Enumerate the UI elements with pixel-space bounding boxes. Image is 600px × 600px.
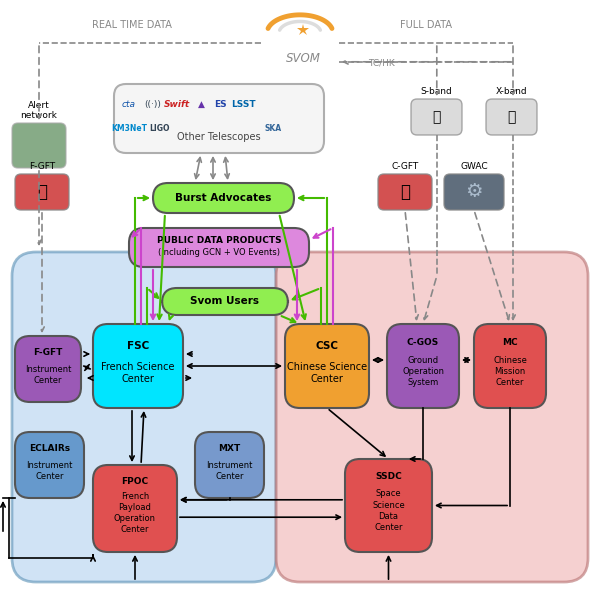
Text: PUBLIC DATA PRODUCTS: PUBLIC DATA PRODUCTS (157, 236, 281, 245)
Text: SSDC: SSDC (375, 472, 402, 481)
FancyBboxPatch shape (153, 183, 294, 213)
Text: MC: MC (502, 338, 518, 347)
Text: Burst Advocates: Burst Advocates (175, 193, 272, 203)
Text: 📡: 📡 (433, 110, 440, 124)
Text: REAL TIME DATA: REAL TIME DATA (92, 20, 172, 30)
Text: cta: cta (122, 100, 136, 109)
FancyBboxPatch shape (411, 99, 462, 135)
FancyBboxPatch shape (114, 84, 324, 153)
Text: S-band: S-band (421, 87, 452, 96)
Text: Space
Science
Data
Center: Space Science Data Center (372, 490, 405, 532)
FancyBboxPatch shape (474, 324, 546, 408)
Text: Chinese
Mission
Center: Chinese Mission Center (493, 356, 527, 387)
Text: 📡: 📡 (508, 110, 515, 124)
Text: FSC: FSC (127, 341, 149, 350)
Text: C-GFT: C-GFT (391, 162, 419, 171)
Text: KM3NeT: KM3NeT (111, 124, 147, 133)
Text: LSST: LSST (230, 100, 256, 109)
FancyBboxPatch shape (93, 465, 177, 552)
FancyBboxPatch shape (162, 288, 288, 315)
Text: French
Payload
Operation
Center: French Payload Operation Center (114, 492, 156, 535)
Text: LIGO: LIGO (149, 124, 169, 133)
Text: C-GOS: C-GOS (407, 338, 439, 347)
Text: ▲: ▲ (197, 100, 205, 109)
Text: SVOM: SVOM (286, 52, 320, 65)
FancyBboxPatch shape (12, 123, 66, 168)
Text: X-band: X-band (496, 87, 527, 96)
Text: Alert
network: Alert network (20, 101, 58, 120)
FancyBboxPatch shape (486, 99, 537, 135)
Text: F-GFT: F-GFT (29, 162, 55, 171)
FancyBboxPatch shape (15, 336, 81, 402)
Text: MXT: MXT (218, 445, 241, 454)
FancyBboxPatch shape (444, 174, 504, 210)
FancyBboxPatch shape (285, 324, 369, 408)
Text: Instrument
Center: Instrument Center (26, 461, 73, 481)
FancyBboxPatch shape (15, 174, 69, 210)
Text: Svom Users: Svom Users (191, 296, 260, 307)
Text: GWAC: GWAC (460, 162, 488, 171)
Text: SKA: SKA (265, 124, 281, 133)
Text: Ground
Operation
System: Ground Operation System (402, 356, 444, 387)
Text: 🔴: 🔴 (37, 183, 47, 201)
FancyBboxPatch shape (129, 228, 309, 267)
Text: ((·)): ((·)) (145, 100, 161, 109)
Text: Chinese Science
Center: Chinese Science Center (287, 362, 367, 385)
Text: French Science
Center: French Science Center (101, 362, 175, 385)
FancyBboxPatch shape (276, 252, 588, 582)
FancyBboxPatch shape (12, 252, 276, 582)
FancyBboxPatch shape (345, 459, 432, 552)
FancyBboxPatch shape (15, 432, 84, 498)
FancyBboxPatch shape (387, 324, 459, 408)
Text: Instrument
Center: Instrument Center (25, 365, 71, 385)
Text: Instrument
Center: Instrument Center (206, 461, 253, 481)
Text: ⚙: ⚙ (465, 182, 483, 202)
FancyBboxPatch shape (195, 432, 264, 498)
Text: CSC: CSC (316, 341, 338, 350)
Text: ES: ES (214, 100, 227, 109)
Text: Other Telescopes: Other Telescopes (177, 132, 261, 142)
Text: Swift: Swift (164, 100, 190, 109)
Text: TC/HK: TC/HK (368, 58, 394, 67)
Text: ECLAIRs: ECLAIRs (29, 445, 70, 454)
Text: FULL DATA: FULL DATA (400, 20, 452, 30)
Text: (including GCN + VO Events): (including GCN + VO Events) (158, 248, 280, 257)
Text: F-GFT: F-GFT (34, 349, 62, 358)
FancyBboxPatch shape (93, 324, 183, 408)
FancyBboxPatch shape (378, 174, 432, 210)
Text: FPOC: FPOC (121, 477, 149, 486)
Text: 🔴: 🔴 (400, 183, 410, 201)
